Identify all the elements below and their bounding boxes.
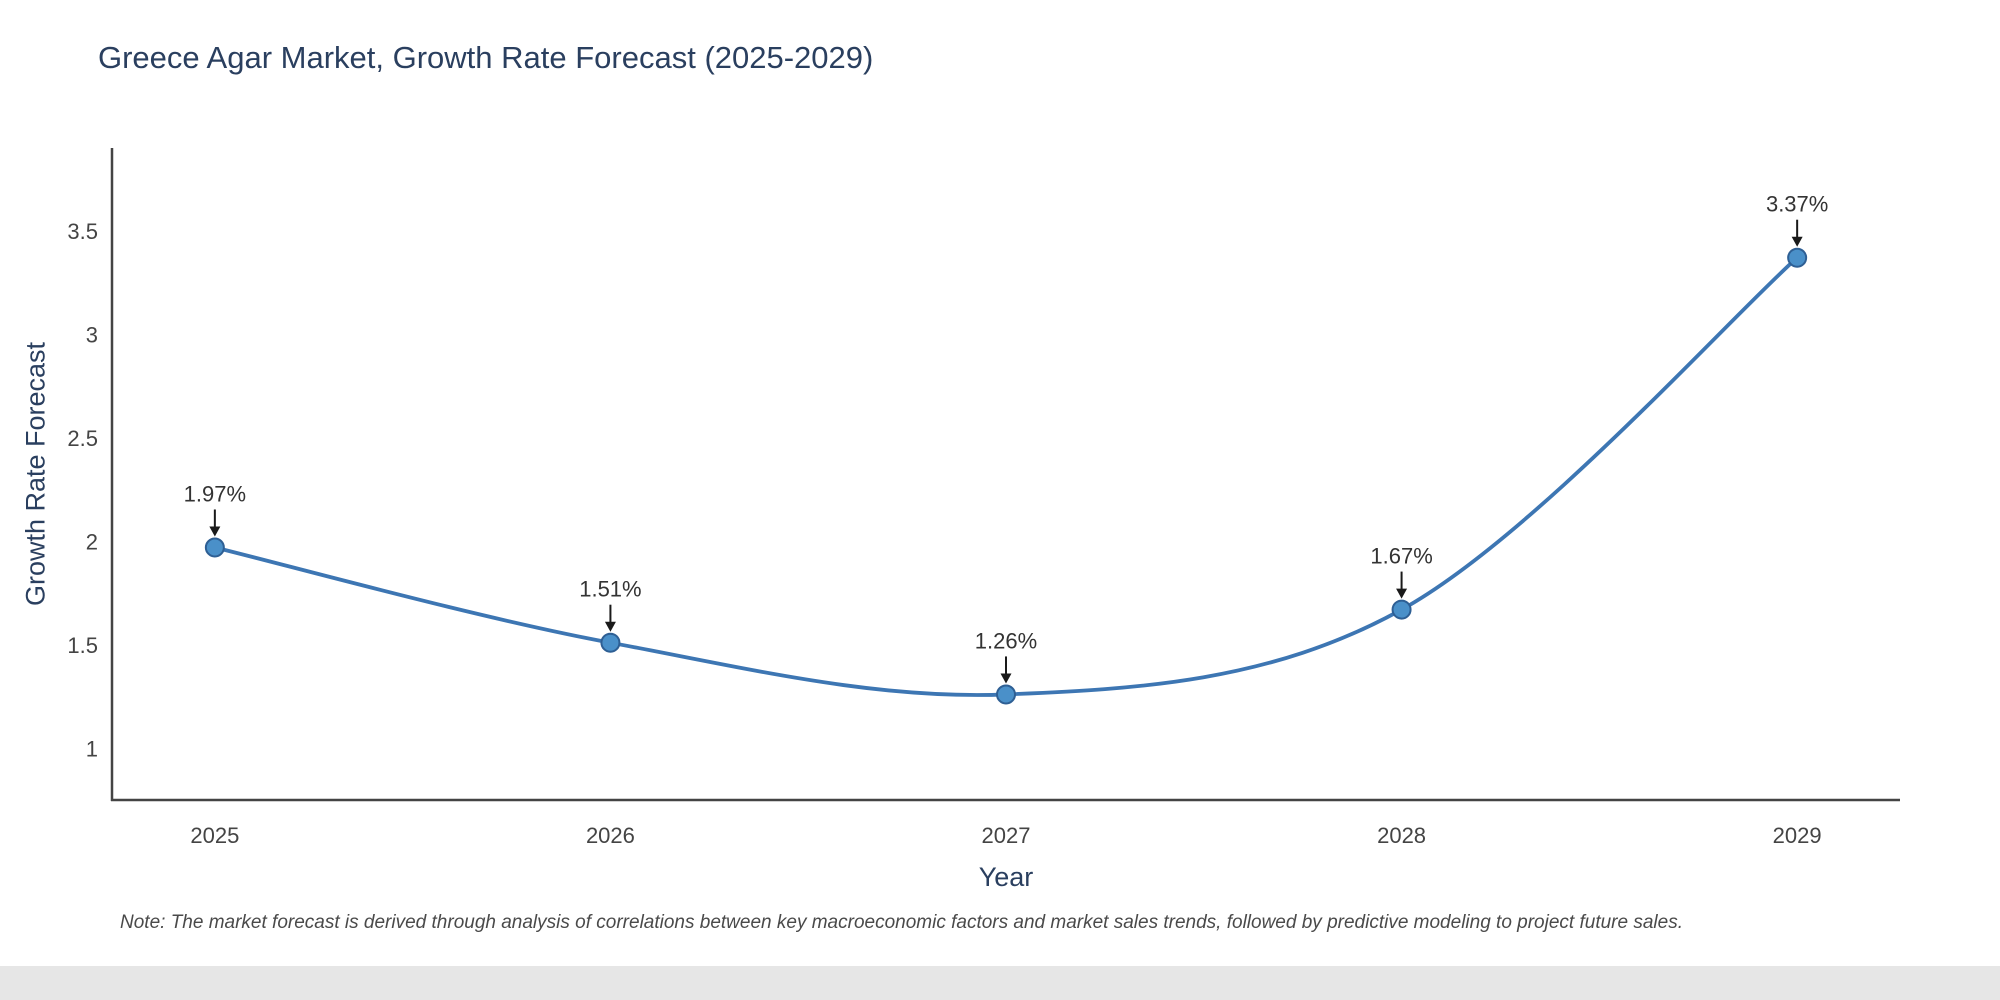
data-point[interactable] — [1787, 247, 1808, 268]
y-tick-label: 1 — [86, 736, 98, 761]
bottom-strip — [0, 966, 2000, 1000]
data-point[interactable] — [600, 632, 621, 653]
annotation-arrowhead — [209, 526, 221, 537]
y-tick-label: 2.5 — [67, 426, 98, 451]
data-point[interactable] — [204, 537, 225, 558]
x-tick-label: 2027 — [982, 823, 1031, 848]
point-annotation: 1.67% — [1370, 544, 1432, 569]
x-tick-label: 2028 — [1377, 823, 1426, 848]
point-annotation: 1.51% — [579, 577, 641, 602]
y-tick-label: 3.5 — [67, 219, 98, 244]
y-tick-label: 3 — [86, 322, 98, 347]
data-point[interactable] — [996, 684, 1016, 705]
x-tick-label: 2025 — [190, 823, 239, 848]
annotation-arrowhead — [1791, 236, 1803, 247]
data-point[interactable] — [1391, 599, 1412, 620]
point-annotation: 1.97% — [184, 481, 246, 506]
point-annotation: 1.26% — [975, 628, 1037, 653]
chart-title: Greece Agar Market, Growth Rate Forecast… — [98, 40, 874, 75]
annotation-arrowhead — [1000, 673, 1012, 684]
x-axis-label: Year — [978, 862, 1034, 892]
x-tick-label: 2029 — [1773, 823, 1822, 848]
footnote: Note: The market forecast is derived thr… — [120, 912, 1683, 933]
annotation-arrowhead — [1396, 588, 1408, 599]
y-tick-label: 1.5 — [67, 633, 98, 658]
y-axis-label: Growth Rate Forecast — [20, 341, 51, 607]
point-annotation: 3.37% — [1766, 192, 1828, 217]
annotation-arrowhead — [604, 621, 616, 632]
x-tick-label: 2026 — [586, 823, 635, 848]
y-tick-label: 2 — [86, 529, 98, 554]
